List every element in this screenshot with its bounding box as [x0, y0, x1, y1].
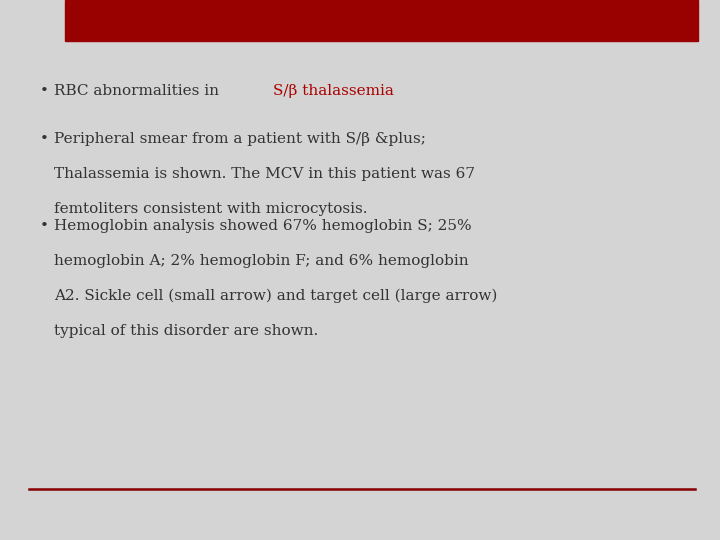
Text: Peripheral smear from a patient with S/β &plus;: Peripheral smear from a patient with S/β… — [54, 132, 426, 146]
Text: Thalassemia is shown. The MCV in this patient was 67: Thalassemia is shown. The MCV in this pa… — [54, 167, 475, 181]
Text: typical of this disorder are shown.: typical of this disorder are shown. — [54, 324, 318, 338]
Text: hemoglobin A; 2% hemoglobin F; and 6% hemoglobin: hemoglobin A; 2% hemoglobin F; and 6% he… — [54, 254, 469, 268]
Text: •: • — [40, 219, 48, 233]
Text: RBC abnormalities in: RBC abnormalities in — [54, 84, 224, 98]
Bar — [65, 0, 698, 40]
Text: S/β thalassemia: S/β thalassemia — [273, 84, 394, 98]
Text: Hemoglobin analysis showed 67% hemoglobin S; 25%: Hemoglobin analysis showed 67% hemoglobi… — [54, 219, 472, 233]
Text: •: • — [40, 132, 48, 146]
Text: A2. Sickle cell (small arrow) and target cell (large arrow): A2. Sickle cell (small arrow) and target… — [54, 289, 498, 303]
Text: femtoliters consistent with microcytosis.: femtoliters consistent with microcytosis… — [54, 202, 367, 217]
Text: •: • — [40, 84, 48, 98]
